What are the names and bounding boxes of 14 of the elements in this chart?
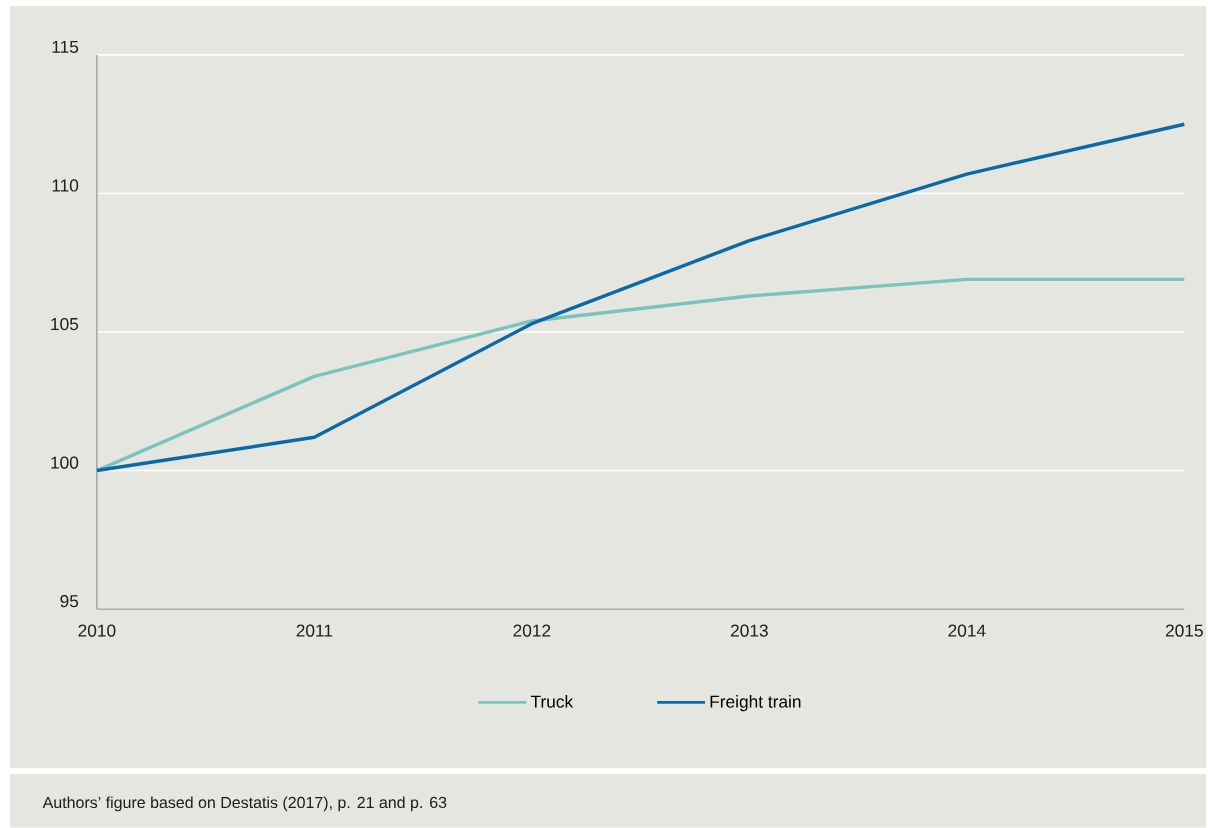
x-tick-label: 2012	[513, 624, 551, 637]
x-tick-label: 2014	[948, 624, 986, 637]
text: Authors’ figure based on Destatis (2017), p. 21 and p. 63	[42, 796, 447, 812]
y-tick-label: 115	[52, 40, 79, 54]
y-tick-label: 105	[51, 318, 79, 331]
x-tick-label: 2010	[78, 624, 116, 637]
x-tick-label: 2013	[730, 624, 768, 637]
y-tick-label: 100	[51, 456, 79, 469]
legend-label: Freight train	[710, 695, 801, 712]
y-tick-label: 110	[52, 179, 79, 192]
x-tick-label: 2011	[296, 624, 333, 637]
x-tick-label: 2015	[1165, 624, 1203, 637]
y-tick-label: 95	[60, 595, 79, 608]
legend-label: Truck	[530, 695, 574, 708]
